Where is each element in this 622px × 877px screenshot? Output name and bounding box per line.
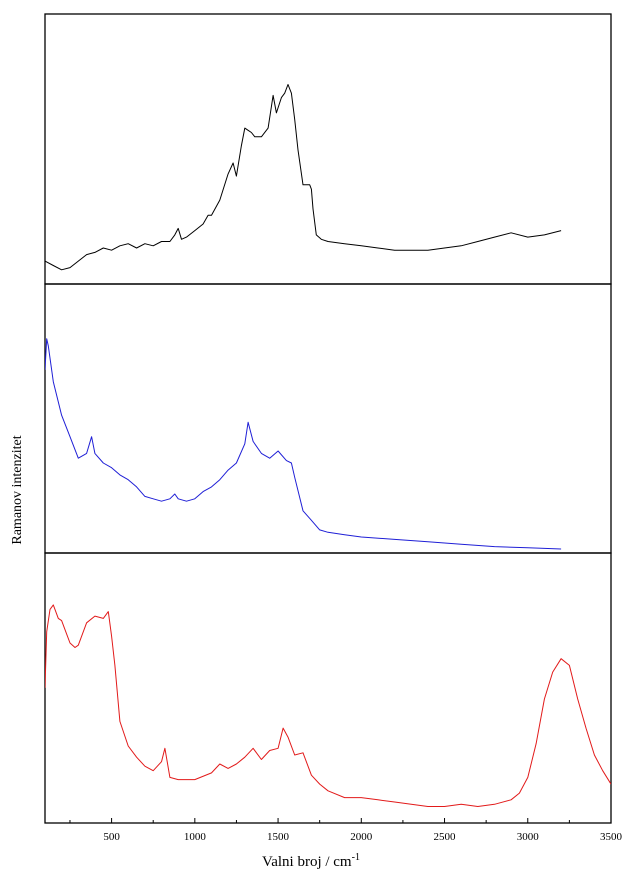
spectrum-line-1 xyxy=(45,84,562,271)
x-axis-label-superscript: -1 xyxy=(351,852,360,863)
x-axis-label-text: Valni broj / cm xyxy=(262,854,352,870)
panel-2 xyxy=(44,283,612,554)
panel-frame xyxy=(44,13,612,285)
spectrum-line-2 xyxy=(45,338,562,550)
panel-frame xyxy=(44,283,612,554)
panel-3 xyxy=(44,552,612,824)
x-tick-label: 3000 xyxy=(517,831,540,843)
panel-1 xyxy=(44,13,612,285)
x-tick-label: 1000 xyxy=(184,831,207,843)
y-axis-label: Ramanov intenzitet xyxy=(8,400,28,580)
panel-frame xyxy=(44,552,612,824)
x-tick-label: 3500 xyxy=(600,831,622,843)
x-tick-label: 2500 xyxy=(434,831,457,843)
spectrum-line-3 xyxy=(45,604,611,807)
y-axis-label-text: Ramanov intenzitet xyxy=(10,435,25,545)
x-axis-label: Valni broj / cm-1 xyxy=(0,852,622,871)
x-tick-label: 500 xyxy=(103,831,120,843)
x-axis: 500 1000 1500 2000 2500 3000 3500 xyxy=(69,818,622,843)
x-tick-label: 2000 xyxy=(350,831,373,843)
x-tick-label: 1500 xyxy=(267,831,290,843)
panels xyxy=(44,13,612,824)
